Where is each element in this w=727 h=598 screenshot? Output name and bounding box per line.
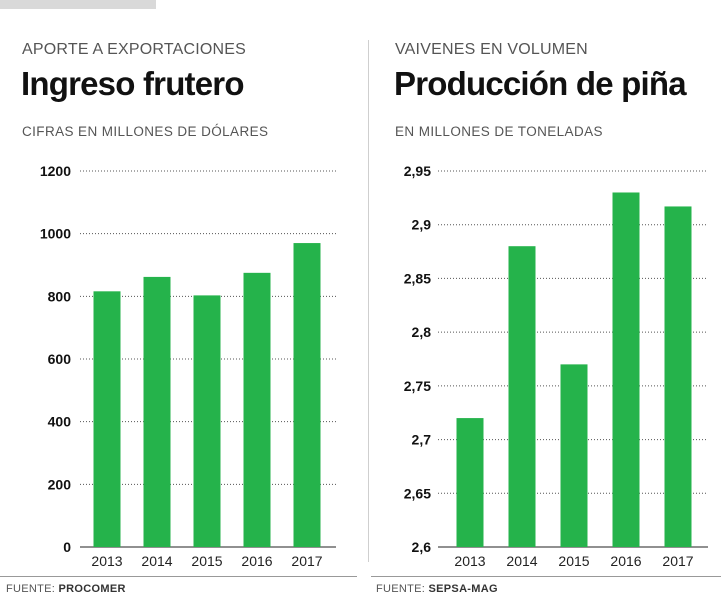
- left-bar: [143, 276, 171, 547]
- right-x-tick-label: 2013: [454, 553, 485, 569]
- left-x-tick-label: 2015: [191, 553, 222, 569]
- left-y-tick-label: 600: [48, 351, 72, 367]
- right-y-tick-label: 2,95: [404, 163, 431, 179]
- right-source-prefix: FUENTE:: [376, 583, 429, 595]
- right-y-tick-label: 2,9: [412, 217, 432, 233]
- left-source-name: PROCOMER: [58, 583, 126, 595]
- right-y-tick-label: 2,75: [404, 378, 431, 394]
- left-bar: [93, 291, 121, 547]
- left-source: FUENTE: PROCOMER: [6, 583, 126, 595]
- right-x-tick-label: 2015: [558, 553, 589, 569]
- right-y-tick-label: 2,8: [412, 324, 432, 340]
- left-x-tick-label: 2017: [291, 553, 322, 569]
- right-headline: Producción de piña: [394, 65, 687, 102]
- left-y-tick-label: 1000: [40, 226, 71, 242]
- left-y-tick-label: 0: [63, 539, 71, 555]
- left-source-rule: [0, 576, 357, 577]
- left-units-label: CIFRAS EN MILLONES DE DÓLARES: [22, 124, 269, 139]
- right-source-name: SEPSA-MAG: [428, 583, 498, 595]
- left-y-tick-label: 400: [48, 414, 72, 430]
- right-bar: [664, 206, 692, 548]
- left-x-tick-label: 2013: [91, 553, 122, 569]
- top-decoration-bar: [0, 0, 156, 9]
- right-source-rule: [371, 576, 721, 577]
- left-x-tick-label: 2014: [141, 553, 172, 569]
- left-y-tick-label: 800: [48, 288, 72, 304]
- right-y-tick-label: 2,6: [412, 539, 432, 555]
- right-source: FUENTE: SEPSA-MAG: [376, 583, 498, 595]
- right-bar: [456, 418, 484, 547]
- right-x-tick-label: 2017: [662, 553, 693, 569]
- left-source-prefix: FUENTE:: [6, 583, 59, 595]
- right-units-label: EN MILLONES DE TONELADAS: [395, 124, 603, 139]
- left-y-tick-label: 200: [48, 476, 72, 492]
- left-headline: Ingreso frutero: [21, 65, 245, 102]
- left-bar: [293, 243, 321, 548]
- right-bar: [508, 246, 536, 547]
- right-x-tick-label: 2016: [610, 553, 641, 569]
- right-kicker: VAIVENES EN VOLUMEN: [395, 41, 588, 58]
- left-bar: [193, 295, 221, 547]
- left-kicker: APORTE A EXPORTACIONES: [22, 41, 247, 58]
- right-bar: [560, 364, 588, 547]
- panel-divider: [368, 40, 369, 562]
- right-y-tick-label: 2,65: [404, 485, 431, 501]
- right-y-tick-label: 2,7: [412, 432, 432, 448]
- left-y-tick-label: 1200: [40, 163, 71, 179]
- right-x-tick-label: 2014: [506, 553, 537, 569]
- right-y-tick-label: 2,85: [404, 270, 431, 286]
- right-bar: [612, 192, 640, 547]
- left-bar: [243, 272, 271, 547]
- left-x-tick-label: 2016: [241, 553, 272, 569]
